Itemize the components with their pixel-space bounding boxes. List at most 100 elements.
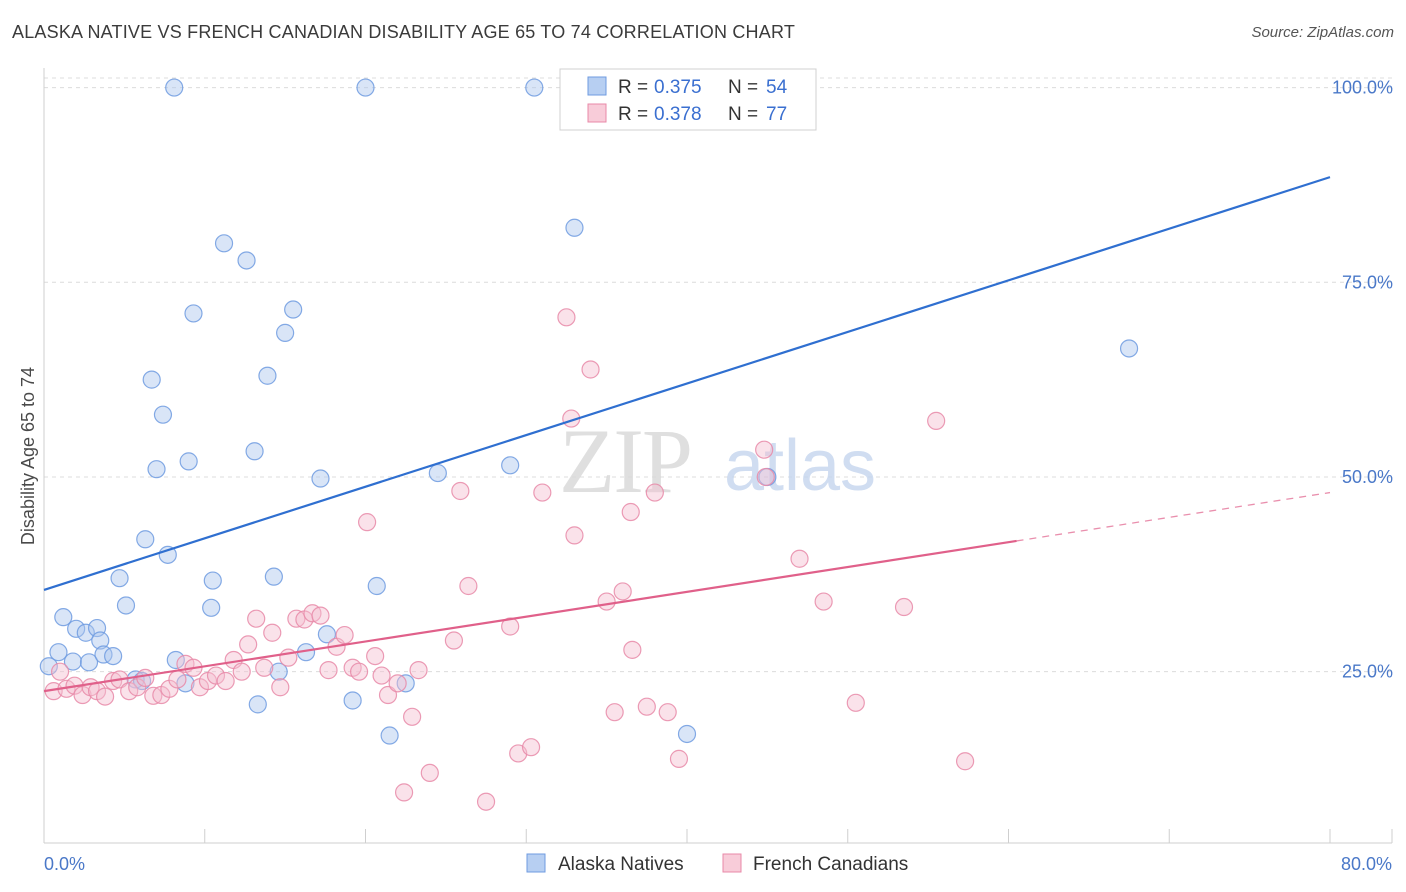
french-point-66: [637, 697, 656, 716]
french-point-1: [50, 662, 70, 681]
alaska-point-45: [501, 456, 520, 475]
alaska-point-15: [136, 530, 155, 549]
alaska-point-29: [245, 442, 264, 461]
alaska-point-6: [79, 653, 99, 672]
alaska-point-40: [356, 78, 375, 97]
french-point-35: [319, 661, 338, 680]
alaska-point-5: [76, 623, 95, 642]
french-point-63: [613, 582, 632, 601]
french-point-28: [263, 623, 282, 642]
bottom-legend-label-alaska: Alaska Natives: [558, 854, 684, 875]
alaska-point-38: [317, 625, 337, 644]
alaska-point-12: [116, 596, 136, 615]
alaska-point-39: [343, 691, 362, 710]
y-tick-label-0: 25.0%: [1342, 662, 1393, 682]
french-point-27: [255, 658, 274, 677]
legend: R = 0.375 N = 54 R = 0.378 N = 77: [559, 68, 817, 131]
chart-source: Source: ZipAtlas.com: [1251, 24, 1394, 41]
alaska-point-26: [203, 571, 222, 590]
alaska-point-16: [142, 370, 161, 389]
alaska-point-0: [39, 657, 58, 676]
french-point-37: [335, 625, 354, 645]
y-axis-label: Disability Age 65 to 74: [18, 367, 38, 545]
alaska-point-18: [153, 405, 173, 424]
y-tick-label-1: 50.0%: [1342, 467, 1393, 487]
french-point-57: [557, 308, 576, 327]
french-point-44: [388, 674, 407, 693]
alaska-point-35: [284, 300, 303, 319]
legend-swatch-french: [587, 103, 607, 123]
french-point-49: [444, 631, 464, 650]
watermark-zip: ZIP: [559, 410, 691, 512]
alaska-point-30: [248, 695, 267, 714]
alaska-point-42: [380, 726, 399, 745]
french-point-41: [366, 646, 385, 666]
french-point-61: [597, 592, 616, 611]
alaska-point-20: [165, 78, 184, 97]
alaska-point-47: [565, 218, 584, 237]
french-point-73: [814, 592, 833, 611]
alaska-point-28: [237, 251, 256, 270]
alaska-point-1: [49, 643, 68, 662]
french-point-76: [927, 411, 946, 430]
french-point-12: [136, 668, 155, 687]
french-point-43: [378, 685, 398, 705]
french-point-45: [394, 783, 414, 802]
bottom-legend-swatch-french: [722, 853, 742, 873]
french-point-7: [95, 687, 115, 706]
x-tick-label-1: 80.0%: [1341, 854, 1392, 874]
legend-n-label-alaska: N =: [728, 77, 758, 98]
grid: [44, 77, 1392, 673]
french-trend-extension: [1016, 491, 1331, 542]
french-point-67: [645, 483, 664, 502]
legend-r-label-alaska: R =: [618, 77, 648, 98]
alaska-point-21: [166, 650, 185, 670]
french-point-25: [239, 635, 258, 654]
watermark-atlas: atlas: [724, 426, 876, 506]
french-point-47: [409, 661, 428, 680]
french-point-56: [533, 483, 552, 502]
french-point-71: [756, 467, 775, 487]
alaska-point-10: [104, 646, 123, 666]
french-point-42: [372, 666, 391, 685]
french-point-52: [476, 792, 496, 811]
alaska-point-17: [147, 460, 166, 479]
legend-n-alaska: 54: [766, 77, 788, 98]
alaska-point-41: [367, 576, 386, 596]
french-point-59: [565, 526, 584, 545]
tick-labels: 25.0% 50.0% 75.0% 100.0% 0.0% 80.0%: [44, 78, 1393, 874]
french-point-70: [755, 440, 774, 459]
french-point-40: [358, 513, 377, 532]
legend-r-french: 0.378: [654, 104, 702, 125]
bottom-legend-swatch-alaska: [526, 853, 546, 873]
alaska-point-23: [179, 452, 198, 471]
alaska-point-31: [258, 366, 277, 385]
alaska-point-44: [428, 463, 447, 483]
alaska-point-24: [184, 304, 203, 323]
y-tick-label-3: 100.0%: [1332, 78, 1393, 98]
french-point-65: [623, 640, 642, 659]
alaska-point-8: [91, 631, 110, 650]
french-point-34: [311, 606, 330, 625]
french-point-26: [247, 609, 266, 628]
french-point-39: [349, 662, 369, 681]
alaska-point-3: [63, 652, 83, 671]
french-point-29: [271, 678, 290, 697]
bottom-legend-label-french: French Canadians: [753, 854, 908, 875]
french-point-24: [232, 662, 251, 681]
french-point-77: [955, 752, 975, 771]
legend-r-alaska: 0.375: [654, 77, 702, 98]
alaska-point-33: [269, 662, 288, 681]
alaska-point-25: [202, 598, 221, 617]
legend-n-french: 77: [766, 104, 787, 125]
trend-lines: [43, 176, 1331, 693]
french-point-62: [605, 703, 624, 722]
legend-swatch-alaska: [587, 76, 607, 96]
french-trend-line: [43, 539, 1017, 693]
alaska-point-48: [677, 724, 697, 744]
alaska-trend-line: [43, 176, 1331, 591]
alaska-point-37: [311, 469, 330, 488]
french-point-46: [403, 707, 422, 726]
french-point-72: [790, 549, 809, 568]
french-point-68: [658, 703, 677, 722]
